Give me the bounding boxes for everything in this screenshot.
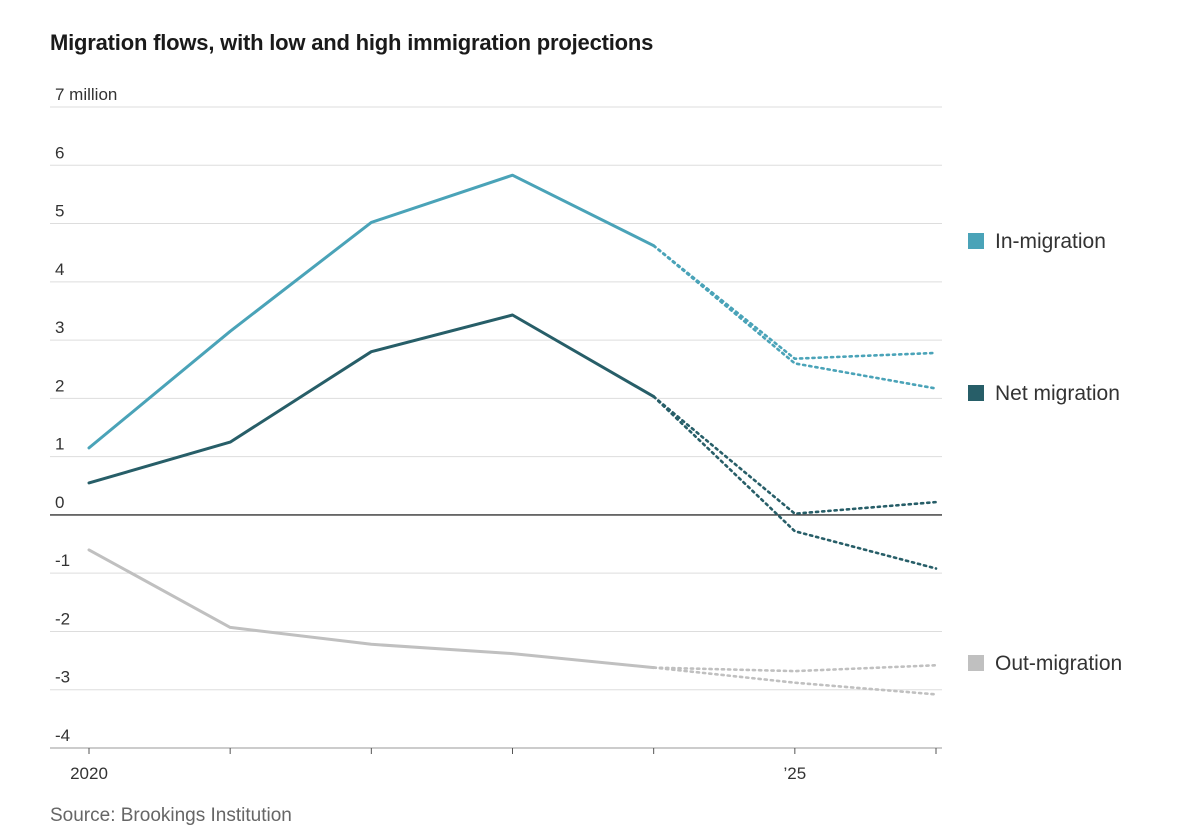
y-tick-label: 5 xyxy=(55,202,64,221)
legend: In-migration Net migration Out-migration xyxy=(968,230,1122,675)
x-tick-label: 2020 xyxy=(70,764,108,783)
out-migration-line xyxy=(87,548,656,670)
net-migration-projection-low xyxy=(652,395,938,570)
y-axis-ticks: 7 million 6 5 4 3 2 1 0 -1 -2 -3 -4 xyxy=(55,85,117,745)
y-tick-label: 0 xyxy=(55,493,64,512)
in-migration-projection-high xyxy=(652,244,938,361)
y-tick-label: -4 xyxy=(55,726,70,745)
y-tick-label: 7 million xyxy=(55,85,117,104)
in-migration-legend-label: In-migration xyxy=(995,230,1106,253)
out-migration-legend-label: Out-migration xyxy=(995,652,1122,675)
out-migration-projection-high xyxy=(652,663,938,673)
in-migration-line xyxy=(87,173,656,450)
y-tick-label: 4 xyxy=(55,260,64,279)
net-migration-legend-label: Net migration xyxy=(995,382,1120,405)
net-migration-line xyxy=(87,313,656,485)
y-tick-label: 6 xyxy=(55,143,64,162)
x-axis: 2020 ’25 xyxy=(50,747,942,783)
y-tick-label: -3 xyxy=(55,668,70,687)
net-migration-legend-swatch xyxy=(968,385,984,401)
y-tick-label: 2 xyxy=(55,376,64,395)
in-migration-legend-swatch xyxy=(968,233,984,249)
source-note: Source: Brookings Institution xyxy=(50,805,292,826)
y-tick-label: 1 xyxy=(55,435,64,454)
y-tick-label: 3 xyxy=(55,318,64,337)
y-tick-label: -2 xyxy=(55,609,70,628)
series-lines xyxy=(87,173,938,696)
in-migration-projection-low xyxy=(652,244,938,390)
x-tick-label: ’25 xyxy=(783,764,806,783)
gridlines xyxy=(50,106,942,749)
out-migration-legend-swatch xyxy=(968,655,984,671)
net-migration-projection-high xyxy=(652,395,938,516)
y-tick-label: -1 xyxy=(55,551,70,570)
out-migration-projection-low xyxy=(652,666,938,696)
chart-title: Migration flows, with low and high immig… xyxy=(50,30,654,55)
